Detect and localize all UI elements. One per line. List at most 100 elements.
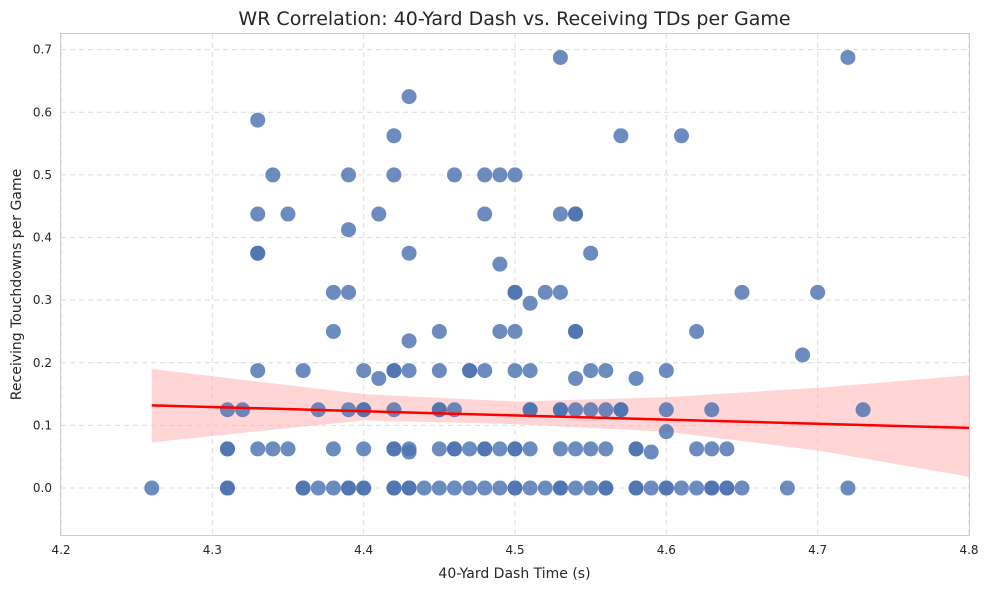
data-point [477,480,493,496]
data-point [325,441,341,457]
data-point [219,480,235,496]
data-point [507,480,523,496]
data-point [462,480,478,496]
data-point [568,370,584,386]
data-point [325,323,341,339]
data-point [507,363,523,379]
data-point [704,402,720,418]
data-point [507,284,523,300]
data-point [583,480,599,496]
y-tick-label: 0.3 [33,293,52,307]
data-point [416,480,432,496]
data-point [477,167,493,183]
data-point [673,480,689,496]
data-point [386,363,402,379]
data-point [431,363,447,379]
data-point [552,206,568,222]
data-point [446,441,462,457]
data-point [628,480,644,496]
data-point [386,480,402,496]
data-point [492,167,508,183]
y-axis-label: Receiving Touchdowns per Game [9,169,25,400]
data-point [613,402,629,418]
data-point [401,363,417,379]
data-point [552,49,568,65]
data-point [477,363,493,379]
data-point [310,480,326,496]
data-point [568,441,584,457]
y-tick-label: 0.1 [33,418,52,432]
data-point [734,480,750,496]
data-point [492,441,508,457]
data-point [446,480,462,496]
data-point [250,245,266,261]
data-point [219,402,235,418]
y-tick-label: 0.4 [33,231,52,245]
data-point [537,480,553,496]
data-point [386,441,402,457]
data-point [431,402,447,418]
trend-line-layer [151,404,970,430]
data-point [689,480,705,496]
data-point [250,363,266,379]
data-point [295,363,311,379]
confidence-band [151,369,970,477]
data-point [583,245,599,261]
data-point [341,222,357,238]
data-point [371,206,387,222]
data-point [568,480,584,496]
data-point [341,480,357,496]
data-point [431,323,447,339]
data-point [401,89,417,105]
data-point [386,167,402,183]
x-tick-label: 4.3 [203,543,222,557]
data-point [704,441,720,457]
data-point [401,245,417,261]
data-point [643,444,659,460]
data-point [522,363,538,379]
x-tick-label: 4.6 [657,543,676,557]
x-axis-label: 40-Yard Dash Time (s) [438,566,590,582]
data-point [552,284,568,300]
data-point [598,441,614,457]
data-point [477,441,493,457]
data-point [507,167,523,183]
data-point [628,441,644,457]
data-point [719,480,735,496]
data-point [341,167,357,183]
data-point [658,402,674,418]
data-point [295,480,311,496]
data-point [265,441,281,457]
data-point [719,441,735,457]
y-tick-label: 0.7 [33,43,52,57]
data-point [325,480,341,496]
data-point [356,480,372,496]
y-tick-label: 0.0 [33,481,52,495]
data-point [552,441,568,457]
data-point [643,480,659,496]
data-point [673,128,689,144]
y-tick-labels: 0.0 0.1 0.2 0.3 0.4 0.5 0.6 0.7 [33,43,52,495]
data-point [810,284,826,300]
data-point [522,441,538,457]
data-point [658,363,674,379]
x-tick-labels: 4.2 4.3 4.4 4.5 4.6 4.7 4.8 [51,543,978,557]
confidence-band-layer [151,369,970,477]
data-point [522,402,538,418]
data-point [356,402,372,418]
data-point [704,480,720,496]
y-tick-label: 0.2 [33,356,52,370]
data-point [431,441,447,457]
y-tick-label: 0.6 [33,105,52,119]
data-point [462,363,478,379]
data-point [235,402,251,418]
data-point [522,295,538,311]
x-tick-label: 4.5 [505,543,524,557]
plot-frame [60,33,970,536]
data-point [325,284,341,300]
data-point [628,370,644,386]
data-point [568,206,584,222]
x-tick-label: 4.4 [354,543,373,557]
data-point [371,370,387,386]
